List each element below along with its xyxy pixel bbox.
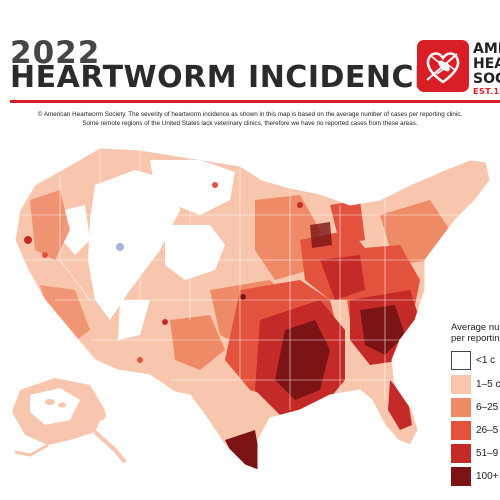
org-name: AMER HEAR SOCI EST.197 (473, 42, 500, 97)
note-line: © American Heartworm Society. The severi… (37, 111, 463, 118)
legend-swatch (451, 351, 471, 370)
legend-swatch (451, 467, 471, 486)
legend-label: 26–5 (476, 425, 499, 436)
year-heading: 2022 (10, 35, 101, 71)
copyright-note: © American Heartworm Society. The severi… (0, 110, 500, 128)
hawaii (45, 399, 106, 421)
alaska (12, 378, 127, 464)
legend-label: <1 c (476, 355, 496, 366)
mosquito-heart-icon (426, 52, 460, 84)
legend-swatch (451, 444, 471, 463)
legend-title-line: Average nu (451, 322, 500, 333)
note-line: Some remote regions of the United States… (82, 120, 418, 127)
header-divider (10, 100, 500, 103)
legend-swatch (451, 375, 471, 394)
org-name-line: SOCI (473, 71, 500, 87)
legend-label: 51–9 (476, 448, 499, 459)
legend-label: 100+ (476, 471, 499, 482)
legend-title: Average nu per reportin (451, 322, 500, 344)
org-name-line: AMER (473, 41, 500, 57)
legend-label: 1–5 c (476, 379, 500, 390)
legend-swatch (451, 421, 471, 440)
contiguous-us (15, 148, 490, 470)
legend-swatch (451, 398, 471, 417)
legend-title-line: per reportin (451, 333, 500, 344)
org-established: EST.197 (473, 87, 500, 96)
page-title: HEARTWORM INCIDENCE (10, 60, 435, 95)
org-name-line: HEAR (473, 56, 500, 72)
incidence-map (12, 147, 491, 471)
ahs-logo (417, 40, 469, 92)
legend-label: 6–25 (476, 402, 499, 413)
